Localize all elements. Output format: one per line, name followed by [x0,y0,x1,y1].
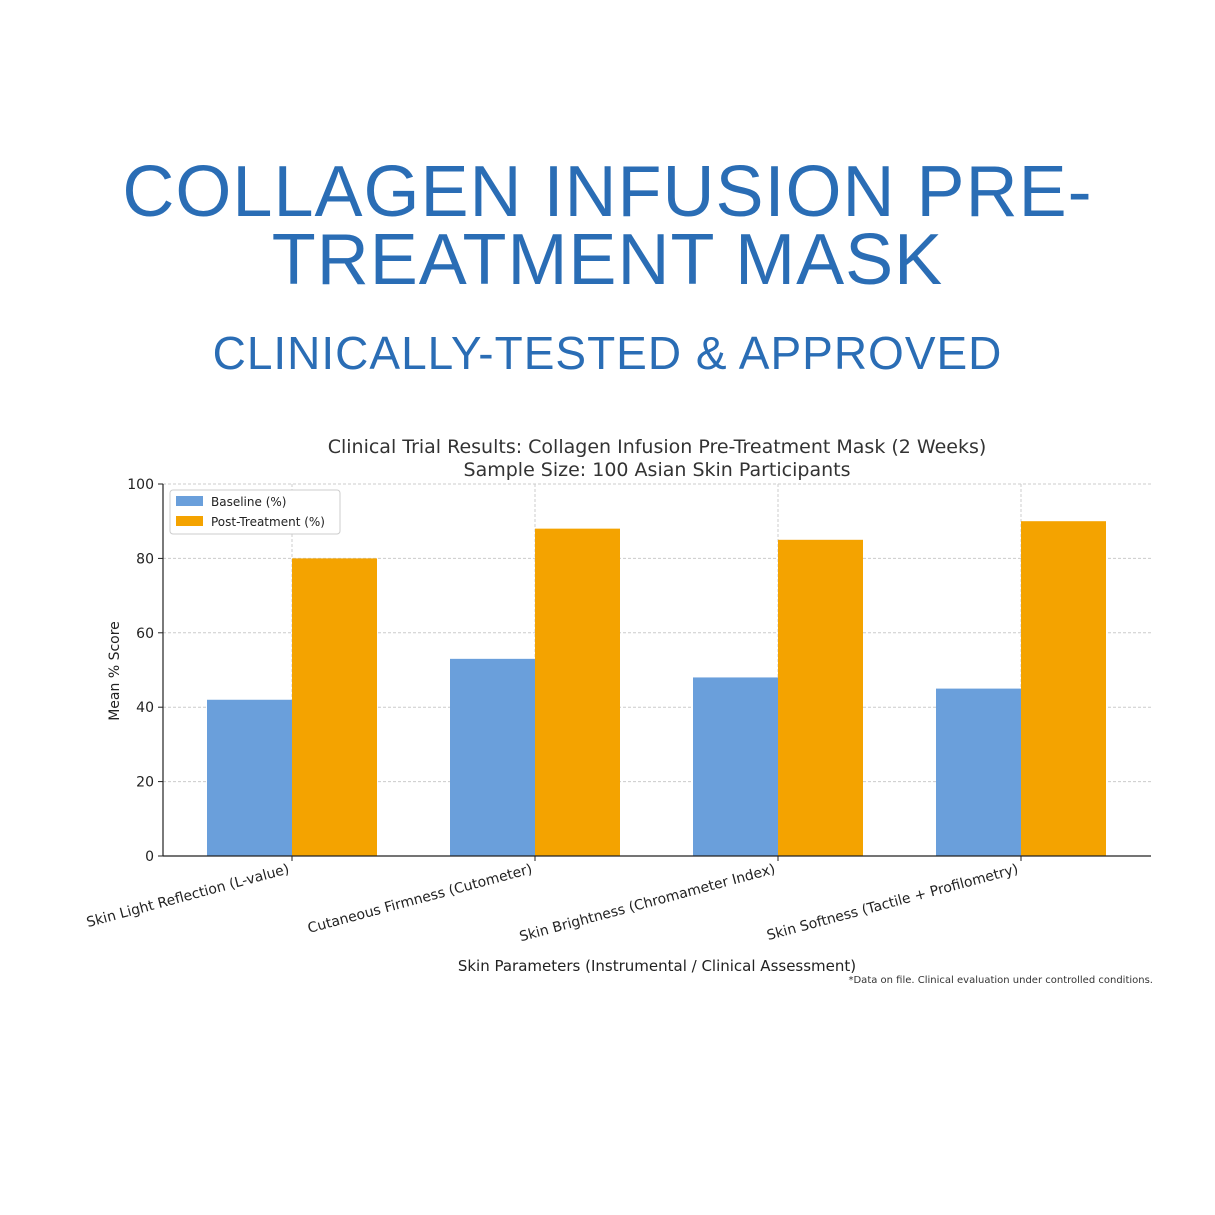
legend-label-baseline: Baseline (%) [211,495,286,509]
bar-post-treatment [1021,521,1106,856]
headline-subtitle: CLINICALLY-TESTED & APPROVED [212,327,1003,379]
y-tick-label: 60 [136,626,154,642]
x-axis-label: Skin Parameters (Instrumental / Clinical… [458,957,856,975]
x-tick-label: Skin Softness (Tactile + Profilometry) [765,861,1020,944]
chart-title: Clinical Trial Results: Collagen Infusio… [328,436,987,458]
legend: Baseline (%) Post-Treatment (%) [169,489,341,535]
bar-layer [207,521,1106,856]
y-tick-label: 20 [136,775,154,791]
x-tick-label: Skin Light Reflection (L-value) [85,861,291,931]
headline-title: COLLAGEN INFUSION PRE- TREATMENT MASK [0,156,1215,296]
x-tick-label: Cutaneous Firmness (Cutometer) [306,861,534,936]
legend-swatch-baseline [176,496,203,506]
headline-title-line2: TREATMENT MASK [271,220,944,300]
legend-label-post-treatment: Post-Treatment (%) [211,515,325,529]
y-axis-label: Mean % Score [107,621,123,721]
chart-subtitle: Sample Size: 100 Asian Skin Participants [464,459,851,481]
legend-box [169,489,341,535]
legend-swatch-post-treatment [176,516,203,526]
bar-post-treatment [535,528,620,856]
y-tick-label: 40 [136,700,154,716]
y-tick-label: 100 [127,477,154,493]
x-tick-label: Skin Brightness (Chromameter Index) [518,861,777,945]
bar-post-treatment [292,558,377,856]
y-tick-label: 80 [136,551,154,567]
headline-title-line1: COLLAGEN INFUSION PRE- [122,152,1093,232]
bar-baseline [450,658,535,856]
bar-baseline [936,688,1021,856]
bar-baseline [693,677,778,856]
footnote: *Data on file. Clinical evaluation under… [848,975,1153,986]
y-tick-label: 0 [145,849,154,865]
bar-post-treatment [778,539,863,856]
bar-baseline [207,699,292,856]
